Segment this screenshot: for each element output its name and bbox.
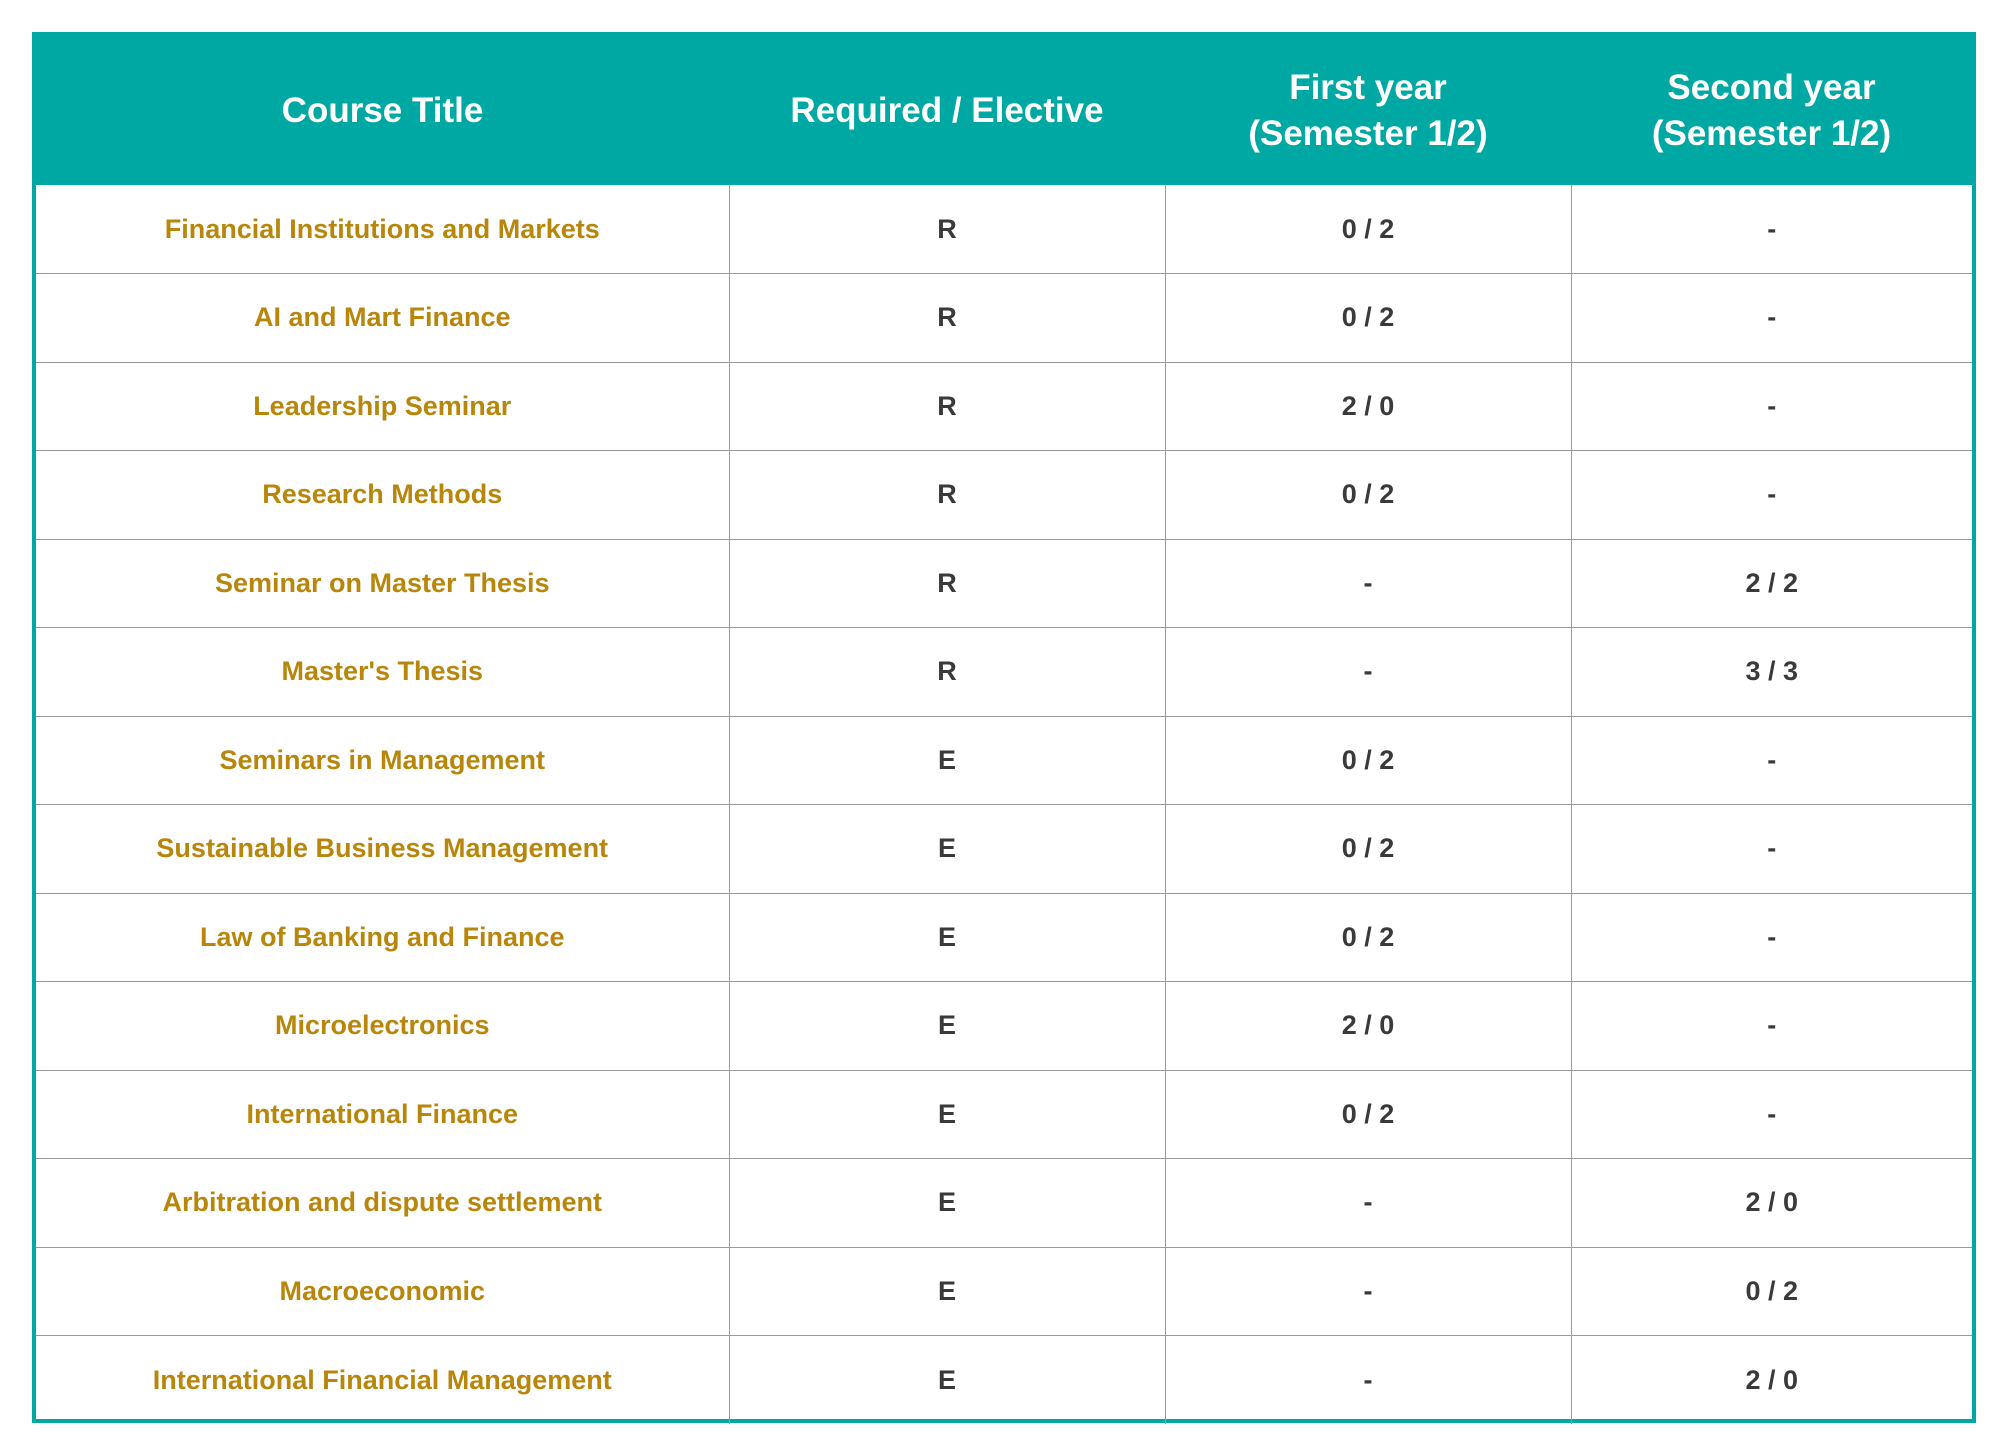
required-elective-cell: E <box>728 1246 1165 1336</box>
course-title-cell: Law of Banking and Finance <box>36 892 729 982</box>
first-year-cell: - <box>1164 1246 1571 1336</box>
header-first-year-line1: First year <box>1289 67 1447 107</box>
required-elective-cell: E <box>728 715 1165 805</box>
header-second-year-line2: (Semester 1/2) <box>1651 113 1892 153</box>
required-elective-cell: R <box>728 273 1165 362</box>
table-body: Financial Institutions and Markets R 0 / 2… <box>36 185 1972 1424</box>
table-row: Law of Banking and Finance E 0 / 2- <box>36 892 1972 982</box>
required-elective-cell: R <box>728 627 1165 716</box>
required-elective-cell: E <box>728 1069 1165 1159</box>
course-title-cell: Financial Institutions and Markets <box>164 213 600 244</box>
table-row: International Financial Management E -2 / … <box>36 1335 1972 1424</box>
second-year-cell: 2 / 0 <box>1570 1335 1972 1424</box>
required-elective-cell: E <box>728 1335 1165 1424</box>
first-year-cell: - <box>1164 1158 1571 1247</box>
required-elective-cell: R <box>728 450 1165 539</box>
course-title-cell: International Finance <box>36 1069 729 1159</box>
first-year-cell: 0 / 2 <box>1164 892 1571 982</box>
second-year-cell: - <box>1570 185 1972 274</box>
course-title-cell: Sustainable Business Management <box>36 804 729 893</box>
second-year-cell: 0 / 2 <box>1570 1246 1972 1336</box>
course-title-cell: Microelectronics <box>36 981 729 1070</box>
header-second-year: Second year (Semester 1/2) <box>1571 36 1972 185</box>
table-row: Arbitration and dispute settlement E -2 / … <box>36 1158 1972 1247</box>
required-elective-cell: E <box>728 804 1165 893</box>
table-row: Master's Thesis R -3 / 3 <box>36 627 1972 716</box>
course-title-cell: Research Methods <box>36 450 729 539</box>
first-year-cell: - <box>1164 538 1571 628</box>
second-year-cell: - <box>1570 892 1972 982</box>
first-year-cell: 0 / 2 <box>1164 273 1571 362</box>
table-row: Microelectronics E 2 / 0- <box>36 981 1972 1070</box>
second-year-cell: 2 / 2 <box>1570 538 1972 628</box>
header-required-elective: Required / Elective <box>790 90 1104 130</box>
header-second-year-line1: Second year <box>1667 67 1876 107</box>
second-year-cell: - <box>1570 715 1972 805</box>
required-elective-cell: E <box>728 892 1165 982</box>
second-year-cell: - <box>1570 273 1972 362</box>
course-title-cell: Arbitration and dispute settlement <box>36 1158 729 1247</box>
first-year-cell: 2 / 0 <box>1164 361 1571 451</box>
course-title-cell: Seminars in Management <box>36 715 729 805</box>
first-year-cell: 0 / 2 <box>1164 715 1571 805</box>
required-elective-cell: E <box>728 1158 1165 1247</box>
table-row: Seminars in Management E 0 / 2- <box>36 715 1972 805</box>
course-title-cell: AI and Mart Finance <box>36 273 729 362</box>
second-year-cell: - <box>1570 804 1972 893</box>
second-year-cell: - <box>1570 981 1972 1070</box>
table-row: Leadership Seminar R 2 / 0- <box>36 361 1972 451</box>
header-first-year: First year (Semester 1/2) <box>1165 36 1571 185</box>
table-row: AI and Mart Finance R 0 / 2- <box>36 273 1972 362</box>
first-year-cell: 0 / 2 <box>1164 185 1571 274</box>
required-elective-cell: R <box>728 538 1165 628</box>
table-row: International Finance E 0 / 2- <box>36 1069 1972 1159</box>
second-year-cell: 3 / 3 <box>1570 627 1972 716</box>
table-header: Course Title Required / Elective First y… <box>36 36 1972 185</box>
first-year-cell: 0 / 2 <box>1164 804 1571 893</box>
first-year-cell: - <box>1164 1335 1571 1424</box>
required-elective-cell: R <box>728 185 1165 274</box>
course-title-cell: Seminar on Master Thesis <box>36 538 729 628</box>
header-course-title: Course Title <box>281 90 484 130</box>
first-year-cell: - <box>1164 627 1571 716</box>
second-year-cell: - <box>1570 361 1972 451</box>
course-title-cell: International Financial Management <box>36 1335 729 1424</box>
required-elective-cell: R <box>728 361 1165 451</box>
first-year-cell: 2 / 0 <box>1164 981 1571 1070</box>
second-year-cell: - <box>1570 450 1972 539</box>
course-title-cell: Macroeconomic <box>36 1246 729 1336</box>
table-row: Research Methods R 0 / 2- <box>36 450 1972 539</box>
table-row: Sustainable Business Management E 0 / 2- <box>36 804 1972 893</box>
first-year-cell: 0 / 2 <box>1164 450 1571 539</box>
table-row: Seminar on Master Thesis R -2 / 2 <box>36 538 1972 628</box>
table-row: Financial Institutions and Markets R 0 / 2… <box>36 185 1972 274</box>
second-year-cell: - <box>1570 1069 1972 1159</box>
table-row: Macroeconomic E -0 / 2 <box>36 1246 1972 1336</box>
course-title-cell: Master's Thesis <box>36 627 729 716</box>
first-year-cell: 0 / 2 <box>1164 1069 1571 1159</box>
header-row: Course Title Required / Elective First y… <box>36 36 1972 185</box>
second-year-cell: 2 / 0 <box>1570 1158 1972 1247</box>
header-first-year-line2: (Semester 1/2) <box>1248 113 1488 153</box>
course-table-frame: Course Title Required / Elective First y… <box>32 32 1976 1424</box>
course-table: Course Title Required / Elective First y… <box>36 36 1972 1424</box>
required-elective-cell: E <box>728 981 1165 1070</box>
course-title-cell: Leadership Seminar <box>36 361 729 451</box>
